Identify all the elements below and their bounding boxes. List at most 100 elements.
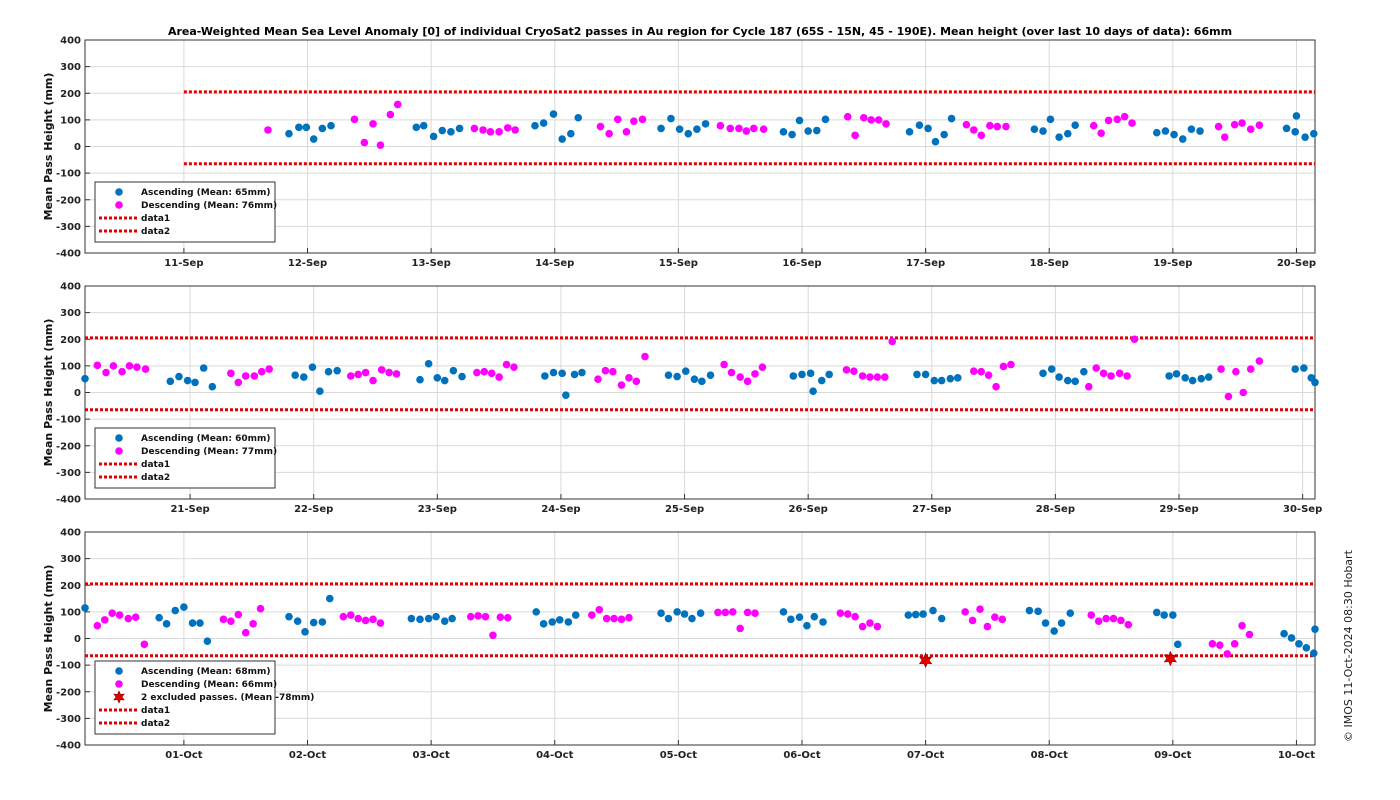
- x-tick-label: 27-Sep: [912, 504, 951, 515]
- data-point: [1094, 617, 1103, 625]
- data-point: [125, 362, 134, 370]
- data-point: [813, 126, 821, 135]
- data-point: [1214, 122, 1223, 131]
- data-point: [234, 610, 243, 619]
- data-point: [1109, 614, 1118, 623]
- data-point: [673, 608, 681, 616]
- x-tick-label: 28-Sep: [1036, 504, 1075, 515]
- data-point: [309, 135, 318, 143]
- data-point: [735, 124, 743, 133]
- data-point: [1050, 627, 1058, 635]
- data-point: [93, 621, 102, 630]
- data-point: [617, 615, 626, 624]
- data-point: [295, 123, 303, 132]
- data-point: [1097, 129, 1105, 137]
- data-point: [743, 377, 752, 386]
- data-point: [109, 362, 118, 370]
- data-point: [622, 128, 631, 136]
- data-point: [1057, 619, 1066, 627]
- data-point: [858, 622, 867, 631]
- data-point: [1025, 606, 1034, 615]
- legend-marker: [115, 188, 123, 196]
- legend-marker: [115, 447, 123, 455]
- data-point: [1039, 127, 1047, 135]
- data-point: [325, 594, 334, 603]
- data-point: [503, 124, 512, 132]
- x-tick-label: 10-Oct: [1278, 750, 1315, 761]
- data-point: [851, 612, 859, 621]
- y-tick-label: -400: [56, 741, 81, 752]
- data-point: [424, 614, 433, 623]
- data-point: [496, 613, 505, 621]
- data-point: [440, 617, 449, 625]
- data-point: [1063, 376, 1072, 385]
- data-point: [736, 373, 744, 381]
- data-point: [1300, 364, 1308, 372]
- data-point: [1169, 611, 1177, 619]
- data-point: [133, 363, 141, 372]
- data-point: [327, 121, 335, 130]
- data-point: [118, 367, 126, 376]
- data-point: [316, 387, 324, 395]
- data-point: [836, 609, 845, 618]
- x-tick-label: 18-Sep: [1030, 258, 1069, 269]
- data-point: [1172, 370, 1181, 378]
- legend: Ascending (Mean: 65mm) Descending (Mean: …: [94, 181, 277, 243]
- data-point: [495, 128, 503, 136]
- data-point: [736, 624, 744, 633]
- data-point: [1246, 365, 1255, 373]
- data-point: [1002, 122, 1010, 131]
- data-point: [953, 374, 962, 382]
- data-point: [171, 606, 180, 615]
- data-point: [825, 370, 833, 379]
- data-point: [489, 631, 497, 640]
- data-point: [416, 615, 424, 624]
- data-point: [1232, 367, 1240, 376]
- data-point: [798, 370, 806, 379]
- data-point: [726, 124, 735, 133]
- data-point: [318, 124, 327, 133]
- data-point: [866, 373, 874, 381]
- legend-label: data1: [141, 460, 170, 470]
- x-tick-label: 08-Oct: [1031, 750, 1068, 761]
- data-point: [250, 372, 259, 380]
- panel-sep-11-20: -400 -300 -200 -100 0 100 200 300 400 11-Sep 12-Se…: [42, 36, 1318, 269]
- data-point: [249, 620, 257, 628]
- y-tick-label: -400: [56, 249, 81, 260]
- data-point: [1173, 640, 1182, 649]
- data-point: [667, 114, 675, 123]
- y-tick-label: -200: [56, 441, 81, 452]
- data-point: [455, 124, 464, 133]
- data-point: [588, 611, 596, 619]
- y-tick-label: 400: [60, 282, 81, 293]
- data-point: [977, 131, 986, 140]
- data-point: [930, 376, 939, 385]
- legend-label: Descending (Mean: 76mm): [141, 201, 277, 211]
- data-point: [318, 618, 327, 626]
- data-point: [1104, 116, 1113, 125]
- data-point: [449, 366, 458, 375]
- data-point: [474, 612, 482, 620]
- data-point: [1238, 621, 1246, 630]
- legend-label: Ascending (Mean: 68mm): [141, 667, 270, 677]
- y-axis-label: Mean Pass Height (mm): [42, 73, 55, 221]
- data-point: [924, 124, 932, 133]
- data-point: [302, 123, 311, 132]
- data-point: [346, 372, 355, 380]
- credit-text: © IMOS 11-Oct-2024 08:30 Hobart: [1342, 549, 1355, 742]
- data-point: [998, 615, 1007, 624]
- data-point: [806, 369, 815, 378]
- data-point: [946, 374, 955, 383]
- data-point: [166, 377, 175, 386]
- data-point: [369, 376, 377, 385]
- data-point: [804, 127, 812, 135]
- series-ascending: [81, 594, 1319, 657]
- data-point: [1124, 620, 1133, 629]
- data-point: [1292, 112, 1301, 120]
- data-point: [285, 129, 293, 138]
- y-tick-label: 300: [60, 62, 81, 73]
- x-tick-label: 22-Sep: [294, 504, 333, 515]
- data-point: [339, 612, 348, 621]
- data-point: [602, 614, 611, 623]
- data-point: [219, 615, 228, 624]
